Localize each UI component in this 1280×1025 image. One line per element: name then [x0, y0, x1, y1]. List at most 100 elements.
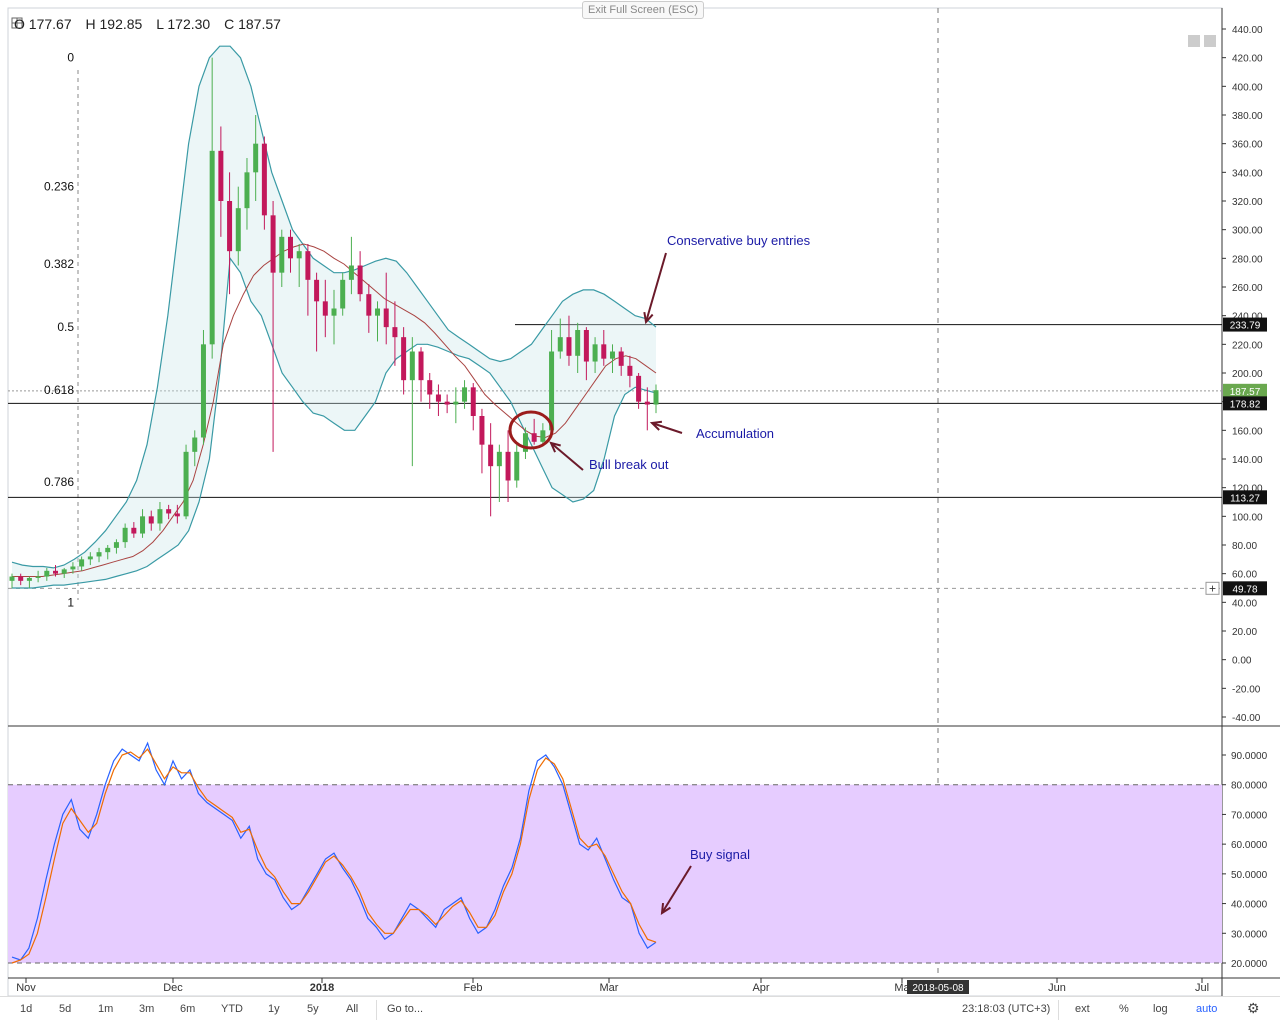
time-tick-label: Jul — [1195, 982, 1209, 994]
candle-body — [644, 401, 650, 405]
range-5y-button[interactable]: 5y — [307, 1003, 319, 1015]
stoch-tick-label: 70.0000 — [1231, 810, 1268, 821]
ohlc-open: O 177.67 — [14, 16, 72, 32]
range-1y-button[interactable]: 1y — [268, 1003, 280, 1015]
candle-body — [157, 509, 163, 524]
settings-gear-icon[interactable]: ⚙ — [1247, 1000, 1260, 1016]
arrow-bull-breakout — [550, 442, 584, 471]
time-tick-label: Ma — [894, 982, 910, 994]
candle-body — [140, 516, 146, 534]
arrow-conservative-buy — [645, 252, 667, 323]
add-level-icon: + — [1209, 581, 1216, 595]
range-all-button[interactable]: All — [346, 1003, 359, 1015]
price-tick-label: 160.00 — [1232, 426, 1263, 437]
price-tick-label: 120.00 — [1232, 484, 1263, 495]
candle-body — [427, 380, 433, 395]
range-1d-button[interactable]: 1d — [20, 1003, 33, 1015]
candle-body — [627, 365, 633, 376]
candle-body — [531, 433, 537, 442]
time-tick-label: Apr — [752, 982, 769, 994]
price-badge-label: 178.82 — [1230, 399, 1261, 410]
price-badge — [1223, 317, 1267, 332]
candle-body — [44, 570, 50, 577]
candle-body — [575, 330, 581, 356]
price-badge — [1223, 490, 1267, 505]
time-tick-label: 2018 — [310, 982, 334, 994]
price-tick-label: 220.00 — [1232, 340, 1263, 351]
stoch-tick-label: 90.0000 — [1231, 751, 1268, 762]
extended-hours-toggle[interactable]: ext — [1075, 1003, 1090, 1015]
arrow-conservative-buy — [643, 311, 654, 325]
price-badge — [1223, 396, 1267, 411]
exit-fullscreen-button[interactable]: Exit Full Screen (ESC) — [582, 1, 704, 19]
candle-body — [444, 401, 450, 405]
stoch-k-line — [11, 741, 657, 961]
candle-body — [227, 201, 233, 252]
time-tick-label: Jun — [1048, 982, 1066, 994]
breakout-circle — [508, 410, 554, 450]
candle-body — [270, 215, 276, 273]
log-scale-toggle[interactable]: log — [1153, 1003, 1168, 1015]
candle-body — [462, 387, 468, 402]
candle-body — [244, 172, 250, 209]
fib-level-label: 0.618 — [44, 383, 74, 397]
candle-body — [418, 351, 424, 381]
bottom-toolbar: 1d 5d 1m 3m 6m YTD 1y 5y All Go to... 23… — [0, 996, 1280, 1025]
range-3m-button[interactable]: 3m — [139, 1003, 155, 1015]
price-tick-label: 400.00 — [1232, 82, 1263, 93]
candle-body — [618, 351, 624, 366]
candle-body — [331, 308, 337, 316]
candle-body — [87, 556, 93, 560]
candle-body — [505, 451, 511, 481]
price-tick-label: 380.00 — [1232, 111, 1263, 122]
stoch-tick-label: 60.0000 — [1231, 840, 1268, 851]
candle-body — [636, 375, 642, 402]
bollinger-upper-line — [11, 45, 657, 569]
price-tick-label: -20.00 — [1232, 684, 1261, 695]
fib-level-label: 0.5 — [57, 320, 74, 334]
candle-body — [549, 351, 555, 431]
candle-body — [601, 344, 607, 359]
arrow-bull-breakout — [549, 441, 561, 453]
candle-body — [609, 351, 615, 359]
goto-date-button[interactable]: Go to... — [387, 1003, 424, 1015]
price-tick-label: 280.00 — [1232, 254, 1263, 265]
price-tick-label: 260.00 — [1232, 283, 1263, 294]
candle-body — [53, 570, 59, 574]
candle-body — [366, 294, 372, 316]
candle-body — [322, 301, 328, 316]
price-badge — [1223, 581, 1267, 596]
range-5d-button[interactable]: 5d — [59, 1003, 72, 1015]
range-1m-button[interactable]: 1m — [98, 1003, 114, 1015]
bollinger-lower-line — [12, 256, 657, 589]
price-tick-label: 140.00 — [1232, 455, 1263, 466]
fib-level-label: 1 — [67, 595, 74, 609]
price-badge — [1223, 383, 1267, 398]
price-tick-label: 360.00 — [1232, 140, 1263, 151]
annotation-buy-signal: Buy signal — [690, 847, 750, 862]
range-ytd-button[interactable]: YTD — [221, 1003, 243, 1015]
stoch-tick-label: 50.0000 — [1231, 870, 1268, 881]
candle-body — [253, 143, 259, 173]
candle-body — [9, 576, 15, 581]
candle-body — [470, 387, 476, 416]
candle-body — [96, 552, 102, 557]
percent-scale-toggle[interactable]: % — [1119, 1003, 1129, 1015]
candle-body — [296, 251, 302, 259]
ohlc-legend: O 177.67 H 192.85 L 172.30 C 187.57 — [14, 16, 291, 32]
candle-body — [113, 542, 119, 548]
candle-body — [70, 566, 76, 570]
scroll-down-icon — [1204, 35, 1216, 47]
ohlc-low: L 172.30 — [156, 16, 211, 32]
price-tick-label: 20.00 — [1232, 627, 1257, 638]
candle-body — [218, 150, 224, 201]
range-6m-button[interactable]: 6m — [180, 1003, 196, 1015]
price-badge-label: 113.27 — [1230, 493, 1260, 504]
candle-body — [357, 265, 363, 295]
price-tick-label: 300.00 — [1232, 226, 1263, 237]
auto-scale-toggle[interactable]: auto — [1196, 1003, 1218, 1015]
candle-body — [148, 516, 154, 524]
candle-body — [583, 330, 589, 362]
time-tick-label: Dec — [163, 982, 183, 994]
